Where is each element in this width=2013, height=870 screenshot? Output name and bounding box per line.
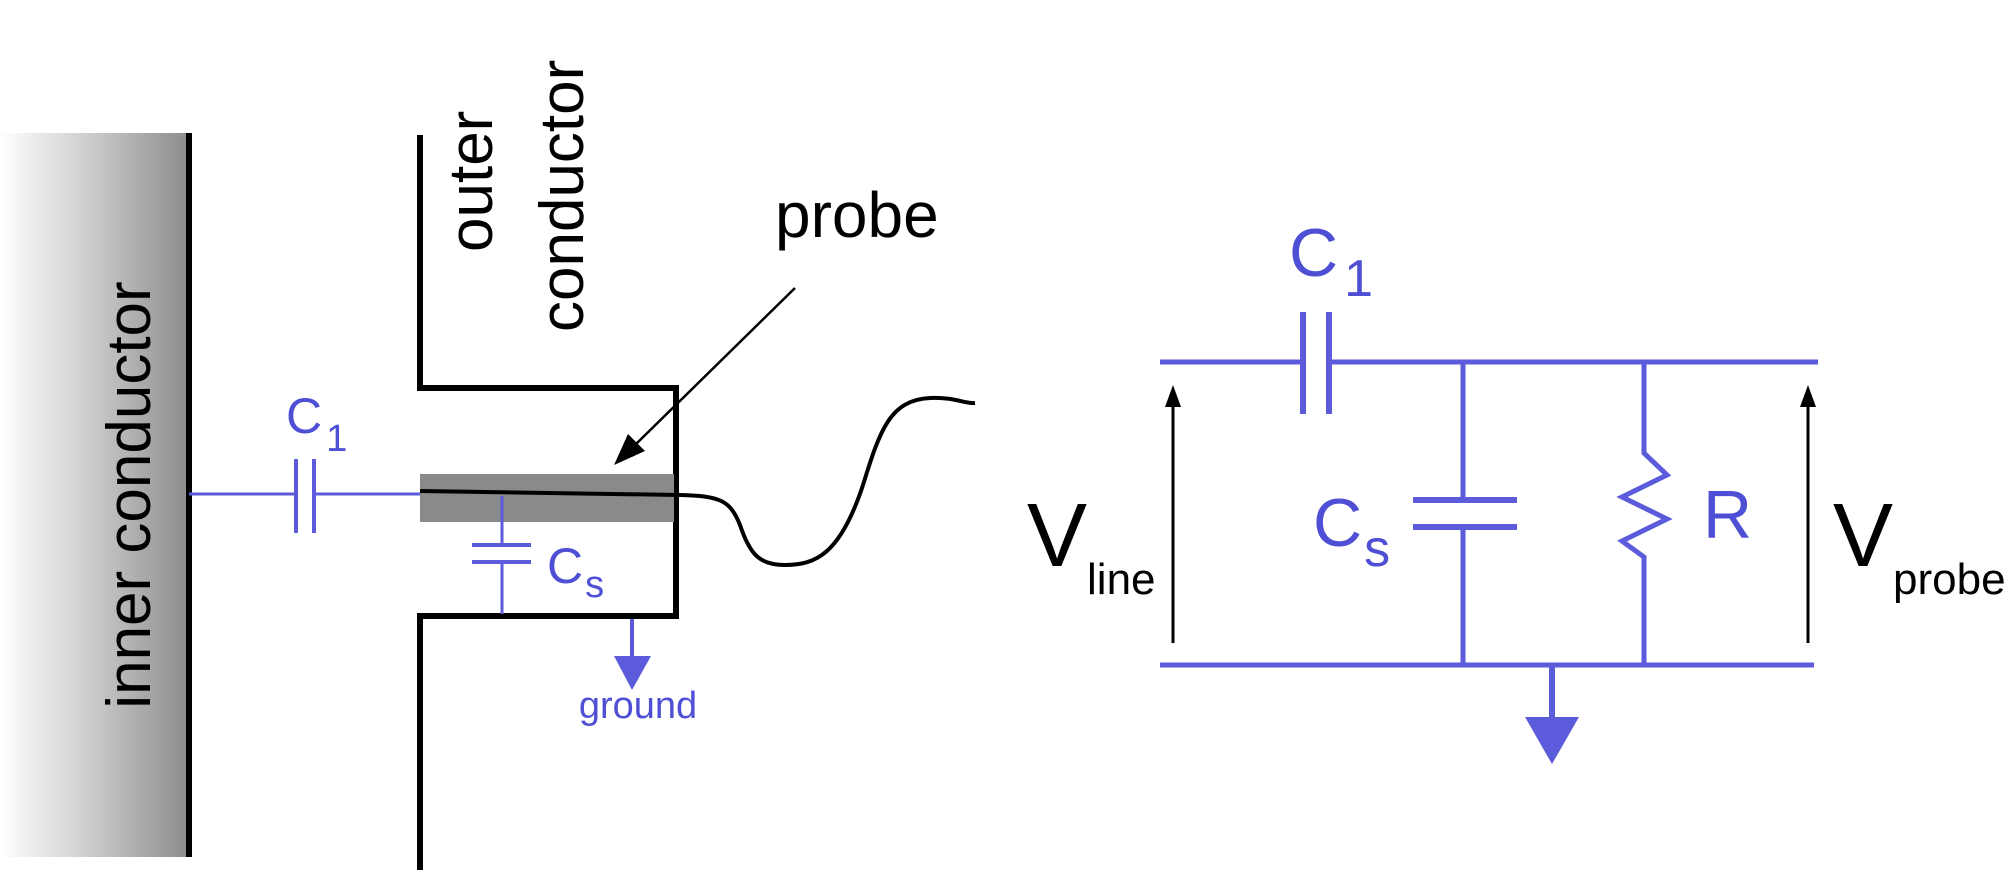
vline-label: Vline: [1027, 486, 1156, 604]
cs-circuit-label: Cs: [1313, 485, 1390, 578]
ground-arrow-icon: [614, 656, 651, 690]
vline-arrow-head: [1165, 385, 1181, 407]
outer-conductor-label-line1: outer: [437, 111, 506, 252]
vprobe-label: Vprobe: [1833, 486, 2006, 604]
vprobe-arrow-head: [1800, 385, 1816, 407]
outer-conductor: [417, 135, 679, 870]
probe-label: probe: [775, 179, 939, 251]
probe-arrow-head: [614, 434, 645, 465]
circuit-ground-arrow-icon: [1525, 717, 1579, 764]
outer-conductor-label-line2: conductor: [528, 60, 597, 332]
probe-body: [420, 474, 674, 522]
ground-label: ground: [579, 685, 697, 727]
probe-arrow-line: [631, 287, 796, 449]
r-label: R: [1703, 477, 1752, 553]
cs-label: Cs: [547, 538, 604, 606]
inner-conductor-label: inner conductor: [95, 281, 164, 708]
probe-wire: [419, 395, 976, 568]
resistor: [1616, 362, 1673, 665]
inner-conductor-body: [0, 133, 189, 857]
